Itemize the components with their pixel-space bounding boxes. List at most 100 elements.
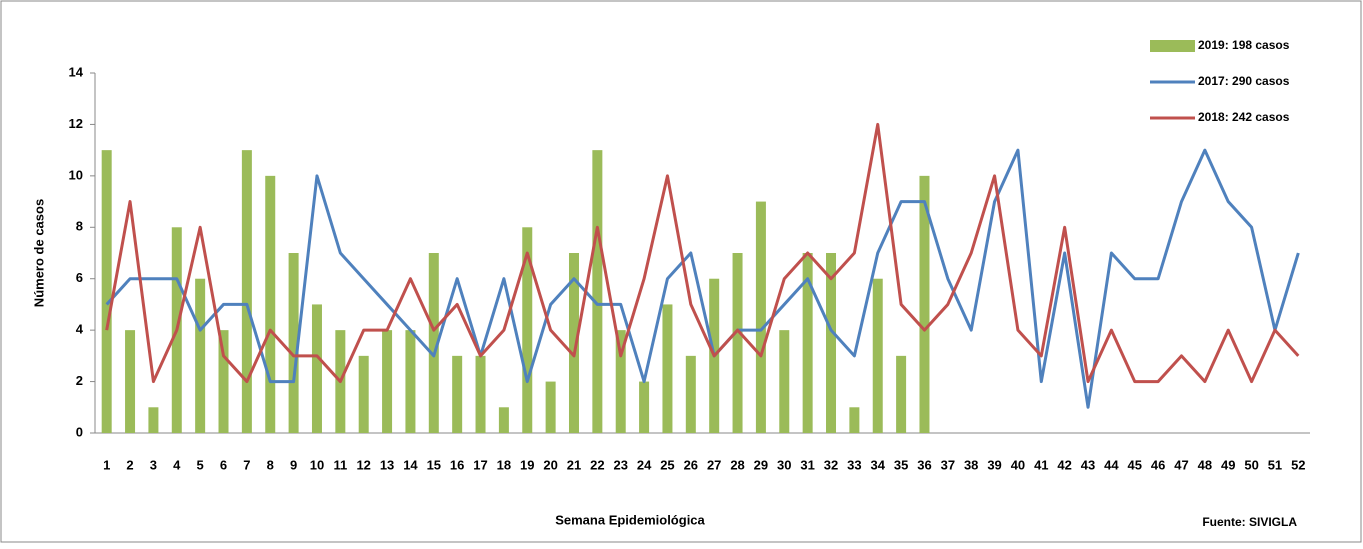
x-tick-label: 23 — [613, 457, 627, 472]
x-tick-label: 35 — [894, 457, 908, 472]
x-axis-title: Semana Epidemiológica — [555, 512, 705, 527]
x-tick-label: 43 — [1081, 457, 1095, 472]
x-tick-label: 36 — [917, 457, 931, 472]
bar — [802, 253, 813, 433]
bar — [639, 381, 650, 433]
y-tick-label: 14 — [69, 64, 84, 79]
x-tick-label: 28 — [730, 457, 744, 472]
x-tick-label: 13 — [380, 457, 394, 472]
x-tick-label: 10 — [310, 457, 324, 472]
y-tick-label: 2 — [76, 373, 83, 388]
x-tick-label: 19 — [520, 457, 534, 472]
x-tick-label: 16 — [450, 457, 464, 472]
y-tick-label: 12 — [69, 116, 83, 131]
line — [105, 148, 1300, 409]
x-tick-label: 46 — [1151, 457, 1165, 472]
x-tick-label: 40 — [1011, 457, 1025, 472]
bar — [732, 253, 743, 433]
x-tick-label: 6 — [220, 457, 227, 472]
x-tick-label: 49 — [1221, 457, 1235, 472]
bar — [195, 278, 206, 433]
x-tick-label: 48 — [1198, 457, 1212, 472]
bar — [241, 150, 252, 433]
bar — [475, 355, 486, 433]
bar — [568, 253, 579, 433]
bar — [382, 330, 393, 433]
legend-label: 2017: 290 casos — [1198, 74, 1290, 88]
x-tick-label: 18 — [497, 457, 511, 472]
source-note: Fuente: SIVIGLA — [1202, 515, 1297, 529]
x-tick-label: 24 — [637, 457, 652, 472]
x-tick-label: 5 — [197, 457, 204, 472]
x-tick-label: 50 — [1244, 457, 1258, 472]
x-tick-label: 9 — [290, 457, 297, 472]
x-tick-label: 30 — [777, 457, 791, 472]
x-tick-label: 17 — [473, 457, 487, 472]
bar — [148, 407, 159, 433]
x-tick-label: 33 — [847, 457, 861, 472]
x-tick-label: 25 — [660, 457, 674, 472]
bar — [522, 227, 533, 433]
bar — [685, 355, 696, 433]
bar — [452, 355, 463, 433]
y-tick-label: 4 — [76, 322, 84, 337]
x-tick-label: 1 — [103, 457, 110, 472]
bar — [498, 407, 509, 433]
bar — [919, 175, 930, 433]
x-tick-label: 26 — [684, 457, 698, 472]
x-tick-label: 11 — [333, 457, 347, 472]
bar — [545, 381, 556, 433]
legend-swatch — [1150, 40, 1195, 52]
x-tick-label: 42 — [1057, 457, 1071, 472]
x-tick-label: 12 — [356, 457, 370, 472]
x-tick-label: 38 — [964, 457, 978, 472]
x-tick-label: 32 — [824, 457, 838, 472]
x-tick-label: 2 — [126, 457, 133, 472]
y-tick-label: 8 — [76, 219, 83, 234]
x-tick-label: 45 — [1128, 457, 1142, 472]
bar — [288, 253, 299, 433]
bar — [826, 253, 837, 433]
x-tick-label: 52 — [1291, 457, 1305, 472]
x-tick-label: 39 — [987, 457, 1001, 472]
x-tick-label: 15 — [427, 457, 441, 472]
x-tick-label: 41 — [1034, 457, 1048, 472]
x-tick-label: 20 — [543, 457, 557, 472]
bar — [592, 150, 603, 433]
bar — [428, 253, 439, 433]
x-tick-label: 4 — [173, 457, 181, 472]
bar — [311, 304, 322, 433]
bar — [849, 407, 860, 433]
y-tick-label: 6 — [76, 270, 83, 285]
bar — [896, 355, 907, 433]
x-tick-label: 22 — [590, 457, 604, 472]
y-tick-label: 10 — [69, 167, 83, 182]
x-tick-label: 3 — [150, 457, 157, 472]
legend-label: 2018: 242 casos — [1198, 110, 1290, 124]
bar — [779, 330, 790, 433]
bar — [265, 175, 276, 433]
bar — [872, 278, 883, 433]
bar — [101, 150, 112, 433]
x-tick-label: 27 — [707, 457, 721, 472]
bar — [125, 330, 136, 433]
bar — [405, 330, 416, 433]
x-tick-label: 21 — [567, 457, 581, 472]
bar — [662, 304, 673, 433]
x-tick-label: 29 — [754, 457, 768, 472]
x-tick-label: 37 — [941, 457, 955, 472]
bar — [358, 355, 369, 433]
bar — [755, 201, 766, 433]
x-tick-label: 31 — [800, 457, 814, 472]
x-tick-label: 7 — [243, 457, 250, 472]
x-tick-label: 8 — [267, 457, 274, 472]
legend-label: 2019: 198 casos — [1198, 38, 1290, 52]
x-tick-label: 51 — [1268, 457, 1282, 472]
x-tick-label: 34 — [871, 457, 886, 472]
line — [105, 122, 1300, 384]
x-tick-label: 14 — [403, 457, 418, 472]
y-axis-title: Número de casos — [31, 199, 46, 307]
bar — [218, 330, 229, 433]
x-tick-label: 44 — [1104, 457, 1119, 472]
